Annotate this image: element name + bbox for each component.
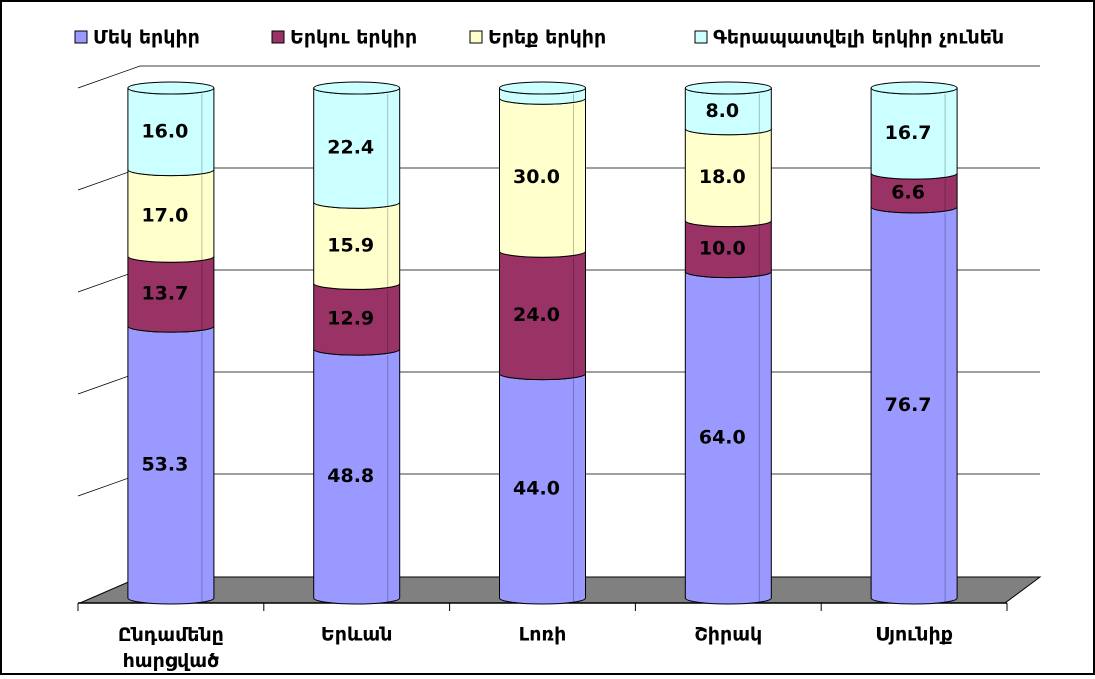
data-label: 30.0 <box>513 166 560 188</box>
data-label: 17.0 <box>141 204 188 226</box>
bar-cap <box>499 81 586 95</box>
data-label: 8.0 <box>705 100 739 122</box>
legend-swatch <box>469 30 483 44</box>
data-label: 48.8 <box>327 465 374 487</box>
data-label: 44.0 <box>513 477 560 499</box>
data-label: 53.3 <box>141 454 188 476</box>
data-label: 64.0 <box>699 426 746 448</box>
data-label: 18.0 <box>699 166 746 188</box>
x-tick-label: Լոռի <box>519 624 567 646</box>
data-label: 12.9 <box>327 308 374 330</box>
legend-swatch <box>694 30 708 44</box>
data-label: 16.0 <box>141 120 188 142</box>
x-tick-label: Ընդամենը հարցված <box>118 624 224 672</box>
data-label: 76.7 <box>885 394 932 416</box>
data-label: 22.4 <box>327 137 374 159</box>
data-label: 16.7 <box>885 122 932 144</box>
legend-label: Երեք երկիր <box>488 27 606 49</box>
grid-line <box>77 65 1040 89</box>
bar-cap <box>684 81 772 95</box>
bar-cap <box>313 81 401 95</box>
bar-cap <box>870 81 958 95</box>
data-label: 10.0 <box>699 238 746 260</box>
x-tick-label: Երևան <box>321 624 393 646</box>
data-label: 6.6 <box>891 182 925 204</box>
bar-cap <box>127 81 215 95</box>
x-tick-label: Սյունիք <box>875 624 953 646</box>
legend-swatch <box>74 30 88 44</box>
data-label: 13.7 <box>141 283 188 305</box>
data-label: 15.9 <box>327 234 374 256</box>
data-label: 24.0 <box>513 304 560 326</box>
legend-label: Գերապատվելի երկիր չունեն <box>713 27 1004 49</box>
legend-label: Երկու երկիր <box>290 27 417 49</box>
legend-swatch <box>271 30 285 44</box>
x-tick-label: Շիրակ <box>694 624 762 646</box>
legend-label: Մեկ երկիր <box>93 27 200 49</box>
